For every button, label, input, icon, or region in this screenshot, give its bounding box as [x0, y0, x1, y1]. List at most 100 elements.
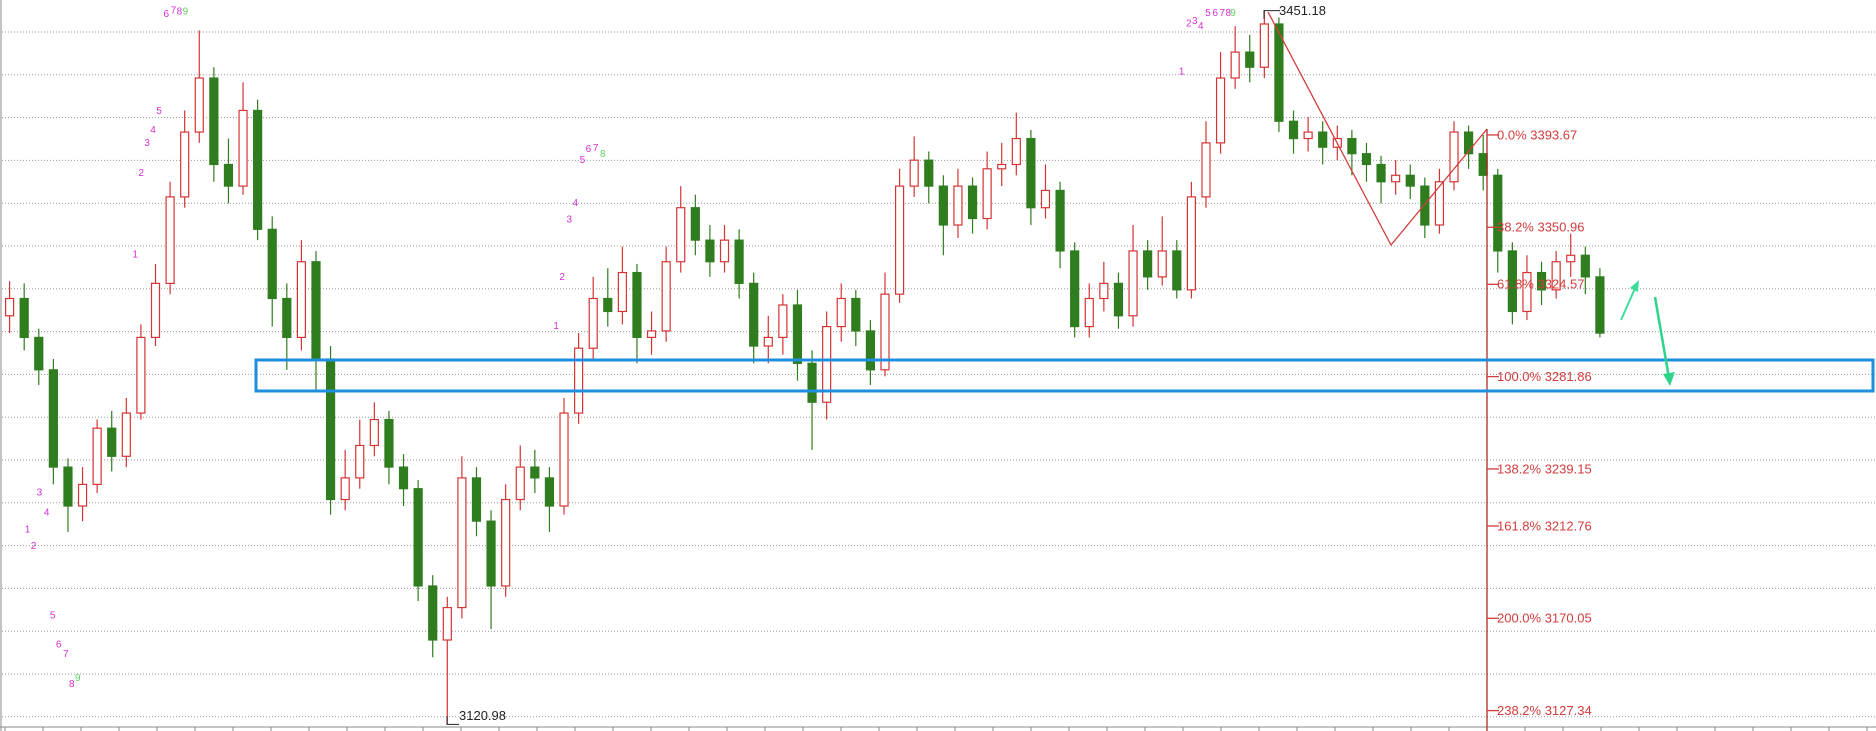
candle-body	[136, 336, 146, 414]
candle-body	[676, 207, 686, 263]
td-mark: 7	[593, 143, 599, 154]
td-mark: 8	[69, 679, 75, 690]
candle-body	[325, 358, 336, 501]
candle-body	[1376, 163, 1386, 183]
candle-body	[559, 412, 569, 507]
td-mark: 3	[37, 487, 43, 498]
candle-body	[253, 109, 263, 230]
td-mark: 9	[1230, 8, 1236, 19]
candle-body	[19, 297, 29, 339]
fib-label: 100.0% 3281.86	[1497, 369, 1592, 384]
candle-body	[1245, 51, 1255, 68]
candle-body	[1011, 137, 1021, 166]
td-mark: 2	[138, 168, 144, 179]
candle-body	[851, 297, 861, 332]
candle-body	[1449, 131, 1459, 183]
low-label: 3120.98	[459, 708, 506, 723]
fib-label: 38.2% 3350.96	[1497, 220, 1584, 235]
candle-body	[1493, 174, 1503, 252]
candle-body	[457, 477, 467, 609]
fib-label: 138.2% 3239.15	[1497, 461, 1592, 476]
candle-body	[1303, 131, 1313, 140]
fib-label: 0.0% 3393.67	[1497, 127, 1577, 142]
candle-body	[1595, 276, 1605, 334]
td-mark: 9	[75, 673, 81, 684]
candle-body	[719, 239, 730, 263]
td-mark: 5	[580, 155, 586, 166]
td-mark: 1	[132, 249, 138, 260]
candle-body	[632, 271, 642, 339]
td-mark: 9	[183, 7, 189, 18]
candle-body	[1040, 189, 1051, 209]
candle-body	[180, 131, 190, 198]
candle-body	[1259, 23, 1269, 68]
candle-body	[311, 261, 321, 360]
candle-body	[1434, 181, 1445, 226]
candle-body	[1201, 142, 1211, 198]
td-mark: 4	[572, 198, 578, 209]
candle-body	[92, 427, 102, 485]
candle-body	[1522, 271, 1532, 313]
td-mark: 7	[1220, 8, 1226, 19]
wave-lines	[1267, 11, 1488, 247]
candle-body	[836, 297, 846, 328]
td-mark: 2	[559, 272, 565, 283]
candle-body	[544, 477, 555, 507]
candle-body	[121, 412, 131, 457]
candle-body	[982, 168, 992, 220]
td-mark: 1	[25, 524, 31, 535]
candle-body	[223, 163, 234, 187]
candle-body	[1274, 23, 1284, 122]
candle-body	[997, 163, 1007, 170]
candle-body	[1507, 250, 1517, 313]
candle-body	[471, 477, 482, 522]
candle-body	[1099, 282, 1109, 300]
td-mark: 4	[1198, 21, 1204, 32]
candle-body	[384, 418, 394, 468]
candle-body	[194, 77, 204, 133]
candle-body	[515, 466, 525, 501]
candle-body	[1215, 77, 1226, 144]
candle-body	[1361, 153, 1372, 166]
candle-body	[428, 585, 438, 641]
candle-body	[661, 261, 671, 332]
high-marker	[1263, 10, 1280, 19]
candle-body	[267, 228, 277, 300]
td-mark: 6	[1212, 8, 1218, 19]
candle-body	[588, 297, 598, 349]
fib-label: 161.8% 3212.76	[1497, 518, 1592, 533]
candle-body	[1347, 137, 1357, 155]
candle-body	[486, 520, 496, 587]
candle-body	[442, 606, 452, 641]
candle-body	[603, 297, 613, 313]
fib-label: 61.8% 3324.57	[1497, 277, 1584, 292]
fib-label: 200.0% 3170.05	[1497, 611, 1592, 626]
td-mark: 1	[553, 321, 559, 332]
candle-body	[763, 336, 773, 347]
candle-body	[77, 483, 88, 507]
candle-body	[107, 427, 117, 457]
candle-body	[355, 444, 365, 479]
candle-body	[617, 271, 627, 313]
td-mark: 3	[567, 215, 573, 226]
candle-body	[909, 159, 919, 187]
candle-body	[1566, 254, 1576, 263]
td-mark: 1	[1179, 66, 1185, 77]
candles	[4, 10, 1605, 725]
td-mark: 6	[163, 9, 169, 20]
candle-body	[953, 185, 963, 226]
candle-body	[1391, 174, 1401, 183]
candle-body	[1055, 189, 1065, 252]
candle-body	[822, 325, 832, 403]
candle-body	[1070, 250, 1080, 328]
candle-body	[398, 466, 409, 490]
candle-body	[690, 207, 700, 241]
candle-body	[1318, 131, 1328, 148]
td-mark: 5	[156, 106, 162, 117]
candle-body	[705, 239, 715, 263]
candle-body	[1128, 250, 1138, 317]
candle-body	[1463, 131, 1474, 155]
fib-label: 238.2% 3127.34	[1497, 703, 1592, 718]
td-mark: 8	[1226, 8, 1232, 19]
